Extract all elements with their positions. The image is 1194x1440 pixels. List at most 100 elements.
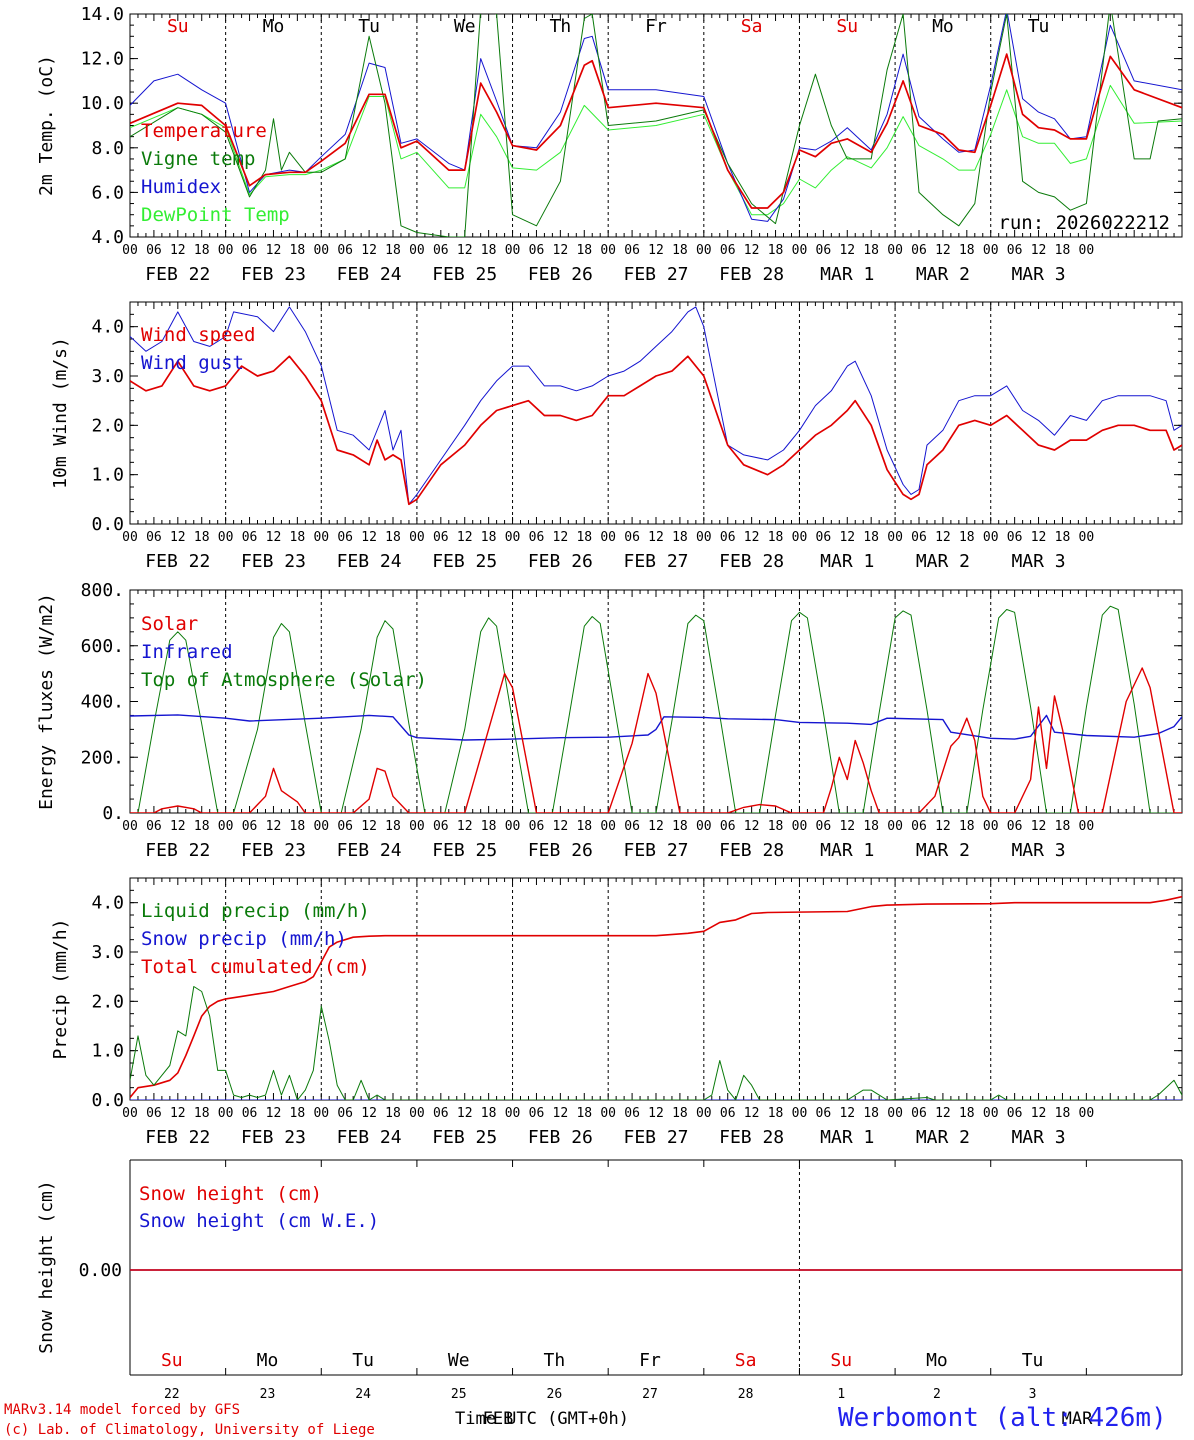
y-tick-label: 4.0: [91, 893, 124, 914]
x-hour-label: 00: [409, 1106, 425, 1121]
x-date-label: FEB 28: [719, 840, 784, 861]
wind-panel: 0.0 1.0 2.0 3.0 4.0 00 06 12 18 00 06 12 18 00 06 12 18 0…: [50, 301, 1183, 572]
x-hour-label: 12: [170, 819, 186, 834]
x-hour-label: 18: [959, 243, 975, 258]
weekday-label: Fr: [645, 16, 667, 37]
y-tick-label: 1.0: [91, 1041, 124, 1062]
x-hour-label: 00: [792, 1106, 808, 1121]
legend-entry: Snow precip (mm/h): [141, 928, 347, 950]
y-tick-label: 1.0: [91, 465, 124, 486]
x-hour-label: 06: [911, 530, 927, 545]
x-hour-label: 00: [1079, 243, 1095, 258]
weekday-label: Th: [550, 16, 572, 37]
weekday-label: Su: [161, 1350, 183, 1371]
x-date-label: FEB 24: [337, 840, 402, 861]
x-hour-label: 12: [170, 530, 186, 545]
month-label: FEB: [483, 1409, 514, 1429]
x-hour-label: 12: [744, 819, 760, 834]
x-date-label: FEB 25: [432, 1127, 497, 1148]
x-hour-label: 06: [816, 819, 832, 834]
x-hour-label: 00: [600, 243, 616, 258]
x-hour-label: 06: [624, 819, 640, 834]
x-hour-label: 00: [505, 243, 521, 258]
x-hour-label: 00: [122, 243, 138, 258]
x-hour-label: 06: [146, 819, 162, 834]
x-date-label: FEB 27: [623, 1127, 688, 1148]
x-hour-label: 00: [792, 530, 808, 545]
x-hour-label: 12: [170, 1106, 186, 1121]
x-hour-label: 06: [146, 1106, 162, 1121]
x-hour-label: 00: [409, 530, 425, 545]
x-hour-label: 00: [505, 819, 521, 834]
x-hour-label: 06: [911, 243, 927, 258]
x-hour-label: 00: [218, 530, 234, 545]
x-hour-label: 12: [839, 1106, 855, 1121]
x-hour-label: 12: [553, 530, 569, 545]
x-date-label: MAR 1: [820, 264, 874, 285]
x-hour-label: 12: [744, 1106, 760, 1121]
day-number-label: 25: [451, 1387, 467, 1402]
x-hour-label: 06: [816, 530, 832, 545]
x-date-label: FEB 26: [528, 1127, 593, 1148]
x-hour-label: 12: [744, 530, 760, 545]
x-date-label: FEB 25: [432, 840, 497, 861]
plot-frame: [129, 301, 1183, 525]
legend-entry: Wind speed: [141, 324, 255, 346]
x-hour-label: 06: [433, 530, 449, 545]
x-hour-label: 06: [720, 243, 736, 258]
x-hour-label: 00: [218, 243, 234, 258]
legend-entry: Snow height (cm): [139, 1183, 322, 1205]
x-date-label: FEB 23: [241, 1127, 306, 1148]
x-hour-label: 06: [816, 1106, 832, 1121]
x-hour-label: 06: [337, 819, 353, 834]
y-tick-label: 3.0: [91, 366, 124, 387]
x-hour-label: 12: [553, 243, 569, 258]
x-date-label: FEB 27: [623, 264, 688, 285]
x-hour-label: 18: [1055, 819, 1071, 834]
day-number-label: 28: [738, 1387, 754, 1402]
x-date-label: FEB 23: [241, 551, 306, 572]
x-hour-label: 12: [457, 530, 473, 545]
weekday-label: Su: [167, 16, 189, 37]
x-hour-label: 12: [935, 530, 951, 545]
day-number-label: 3: [1029, 1387, 1037, 1402]
x-hour-label: 18: [672, 530, 688, 545]
weekday-label: Mo: [926, 1350, 948, 1371]
x-hour-label: 06: [624, 243, 640, 258]
lab-credit: (c) Lab. of Climatology, University of L…: [4, 1422, 375, 1438]
x-date-label: FEB 23: [241, 840, 306, 861]
series-group: [130, 895, 1182, 1100]
x-hour-label: 18: [290, 819, 306, 834]
x-hour-label: 06: [337, 530, 353, 545]
x-hour-label: 12: [457, 243, 473, 258]
x-hour-label: 00: [409, 243, 425, 258]
x-hour-label: 00: [122, 1106, 138, 1121]
x-date-label: FEB 24: [337, 1127, 402, 1148]
snow-panel: 0.00 Snow height (cm) Snow height (cm) Snow…: [36, 1159, 1183, 1429]
x-date-label: FEB 28: [719, 264, 784, 285]
x-hour-label: 12: [935, 243, 951, 258]
series-line-wind-gust: [130, 306, 1182, 505]
x-hour-label: 18: [576, 1106, 592, 1121]
x-hour-label: 18: [576, 819, 592, 834]
x-date-label: FEB 22: [145, 264, 210, 285]
y-axis-label: Precip (mm/h): [50, 919, 71, 1060]
x-hour-label: 12: [648, 530, 664, 545]
x-hour-label: 12: [744, 243, 760, 258]
x-hour-label: 18: [481, 530, 497, 545]
x-date-label: FEB 28: [719, 1127, 784, 1148]
x-hour-label: 06: [1007, 530, 1023, 545]
weekday-label: Tu: [352, 1350, 374, 1371]
x-hour-label: 06: [337, 1106, 353, 1121]
x-hour-label: 00: [409, 819, 425, 834]
x-hour-label: 00: [505, 1106, 521, 1121]
x-hour-label: 18: [290, 1106, 306, 1121]
x-hour-label: 06: [146, 243, 162, 258]
x-date-label: FEB 22: [145, 840, 210, 861]
weekday-label: Tu: [358, 16, 380, 37]
x-hour-label: 18: [1055, 530, 1071, 545]
x-hour-label: 18: [863, 530, 879, 545]
day-number-label: 23: [260, 1387, 276, 1402]
x-date-label: MAR 2: [916, 840, 970, 861]
x-hour-label: 18: [290, 530, 306, 545]
